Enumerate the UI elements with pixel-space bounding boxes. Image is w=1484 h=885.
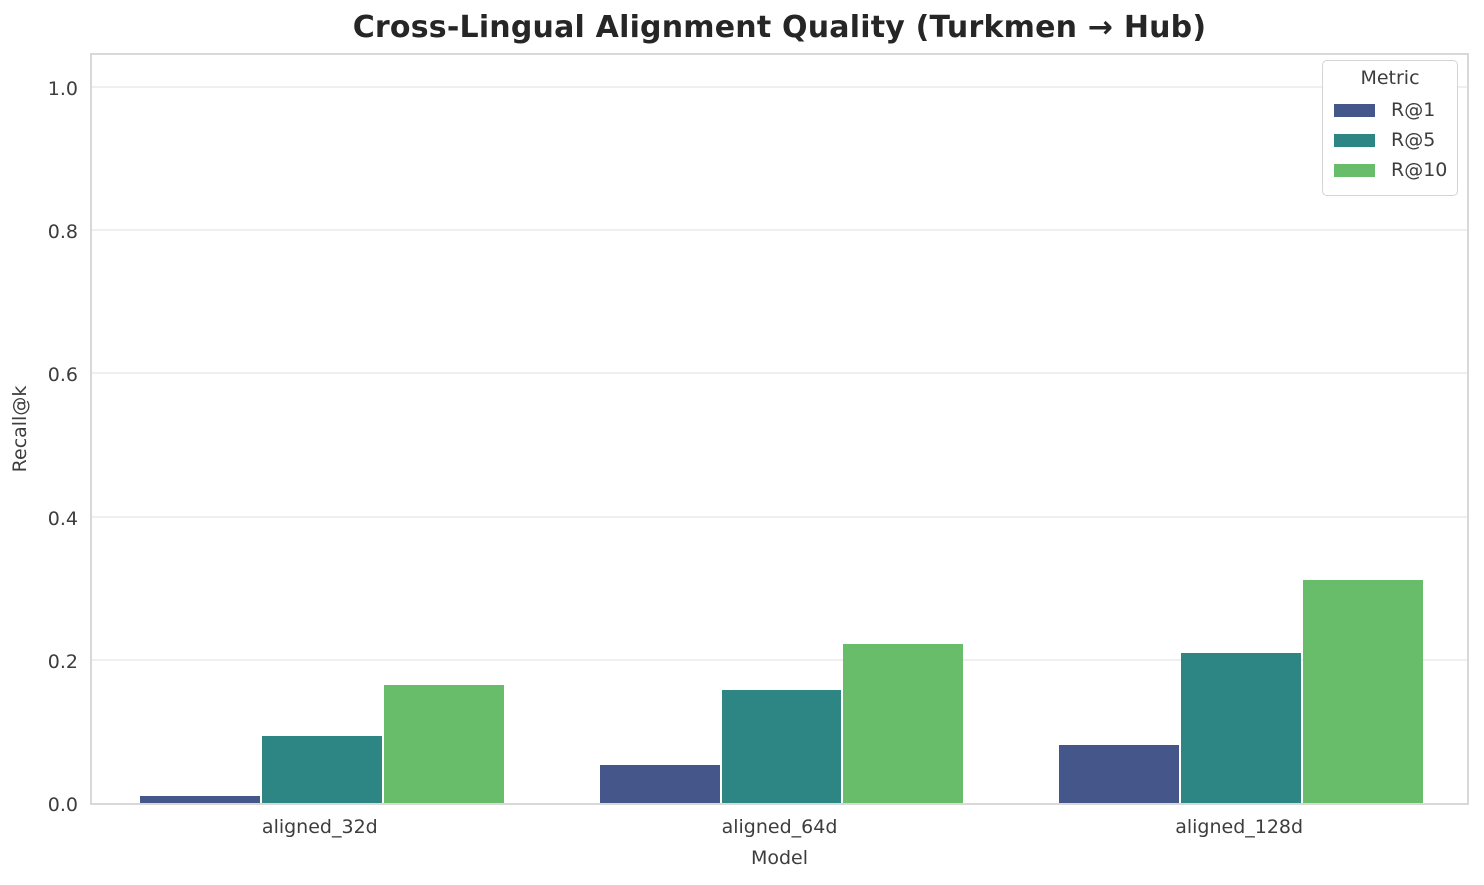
legend-swatch-icon [1334, 163, 1375, 177]
y-tick-label: 0.8 [47, 221, 78, 244]
bar-aligned_128d-R@1 [1059, 745, 1180, 803]
gridline [92, 85, 1467, 88]
bar-aligned_32d-R@10 [383, 684, 504, 803]
gridline [92, 229, 1467, 232]
y-tick-label: 0.6 [47, 364, 78, 387]
gridline [92, 658, 1467, 661]
x-tick-label: aligned_128d [1175, 816, 1304, 838]
legend-swatch-icon [1334, 103, 1375, 117]
bar-aligned_64d-R@1 [599, 765, 720, 803]
bar-aligned_64d-R@10 [843, 644, 964, 803]
bar-aligned_128d-R@5 [1181, 653, 1302, 803]
bar-aligned_32d-R@5 [261, 735, 382, 803]
legend: Metric R@1 R@5 R@10 [1322, 60, 1458, 196]
x-tick-label: aligned_32d [261, 816, 378, 838]
y-tick-label: 1.0 [47, 77, 78, 100]
chart-title: Cross-Lingual Alignment Quality (Turkmen… [352, 10, 1207, 45]
legend-title: Metric [1360, 67, 1420, 89]
legend-item: R@10 [1323, 155, 1457, 185]
x-tick-label: aligned_64d [721, 816, 838, 838]
legend-item-label: R@10 [1391, 159, 1448, 181]
x-axis-label: Model [750, 847, 809, 869]
y-axis-label: Recall@k [9, 385, 31, 473]
y-tick-label: 0.4 [47, 507, 78, 530]
legend-item-label: R@5 [1391, 129, 1436, 151]
bar-aligned_32d-R@1 [140, 795, 260, 803]
legend-item: R@5 [1323, 125, 1457, 155]
y-tick-label: 0.0 [47, 794, 78, 816]
legend-item: R@1 [1323, 95, 1457, 125]
bar-aligned_64d-R@5 [721, 689, 842, 803]
plot-area [90, 53, 1469, 805]
legend-item-label: R@1 [1391, 99, 1436, 121]
legend-swatch-icon [1334, 133, 1375, 147]
gridline [92, 372, 1467, 375]
legend-items: R@1 R@5 R@10 [1323, 95, 1457, 185]
bar-aligned_128d-R@10 [1303, 579, 1423, 803]
y-tick-label: 0.2 [47, 650, 78, 673]
gridline [92, 515, 1467, 518]
